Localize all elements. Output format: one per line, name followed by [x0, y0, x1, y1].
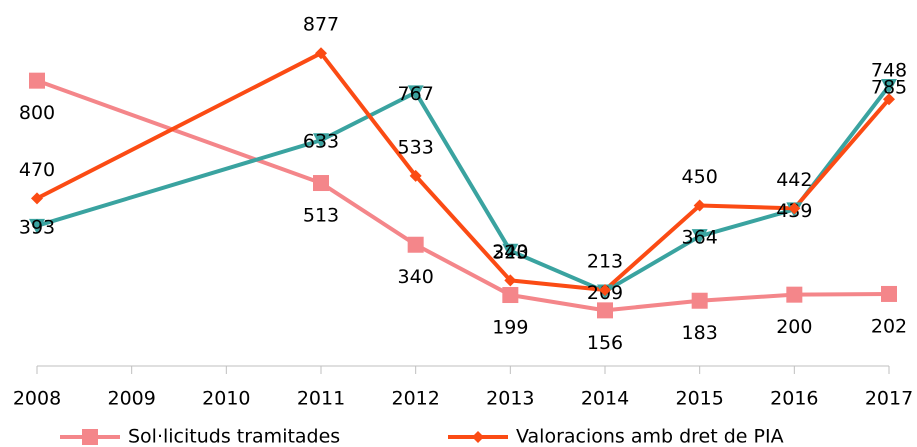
data-label: 450 — [682, 166, 718, 188]
x-tick-label: 2008 — [13, 388, 61, 410]
x-tick-label: 2017 — [865, 388, 913, 410]
x-tick-label: 2015 — [675, 388, 723, 410]
data-label: 200 — [776, 316, 812, 338]
marker — [409, 169, 422, 182]
series-line — [36, 51, 891, 293]
marker — [407, 85, 424, 101]
x-tick-label: 2014 — [581, 388, 629, 410]
marker — [597, 302, 613, 319]
marker — [502, 243, 519, 259]
legend-label: Valoracions amb dret de PIA — [516, 426, 784, 447]
data-label: 156 — [587, 332, 623, 354]
legend-marker — [472, 431, 484, 443]
data-label: 364 — [682, 227, 718, 249]
marker — [313, 175, 329, 192]
marker — [313, 133, 329, 149]
data-label: 183 — [682, 322, 718, 344]
marker — [29, 72, 45, 89]
legend-marker — [82, 429, 98, 445]
marker — [883, 93, 895, 106]
series-line — [36, 84, 891, 294]
data-label: 323 — [492, 241, 528, 263]
x-tick-label: 2012 — [391, 388, 439, 410]
marker — [599, 284, 611, 297]
marker — [504, 274, 517, 287]
data-label: 470 — [19, 159, 55, 181]
data-label: 785 — [871, 77, 907, 99]
marker — [786, 286, 803, 303]
legend-label: Sol·licituds tramitades — [128, 426, 340, 447]
x-tick-label: 2009 — [107, 388, 155, 410]
x-tick-label: 2013 — [486, 388, 534, 410]
marker — [693, 199, 706, 212]
data-label: 442 — [776, 169, 812, 191]
data-label: 240 — [492, 241, 528, 263]
marker — [407, 236, 424, 253]
x-tick-label: 2011 — [297, 388, 345, 410]
marker — [31, 192, 43, 205]
data-label: 393 — [19, 216, 55, 238]
data-label: 533 — [398, 136, 434, 158]
data-label: 767 — [398, 83, 434, 105]
marker — [502, 287, 519, 304]
marker — [881, 285, 897, 302]
data-label: 340 — [398, 266, 434, 288]
x-tick-label: 2016 — [770, 388, 818, 410]
marker — [691, 292, 708, 309]
marker — [691, 229, 708, 245]
x-tick-label: 2010 — [202, 388, 250, 410]
data-label: 748 — [871, 60, 907, 82]
data-label: 213 — [587, 251, 623, 273]
series-line — [36, 78, 890, 313]
marker — [881, 79, 897, 95]
data-label: 199 — [492, 317, 528, 339]
marker — [29, 218, 45, 234]
data-label: 202 — [871, 315, 907, 337]
data-label: 800 — [19, 102, 55, 124]
data-label: 877 — [303, 14, 339, 36]
data-label: 513 — [303, 205, 339, 227]
marker — [315, 47, 327, 60]
marker — [788, 202, 801, 215]
data-label: 633 — [303, 131, 339, 153]
